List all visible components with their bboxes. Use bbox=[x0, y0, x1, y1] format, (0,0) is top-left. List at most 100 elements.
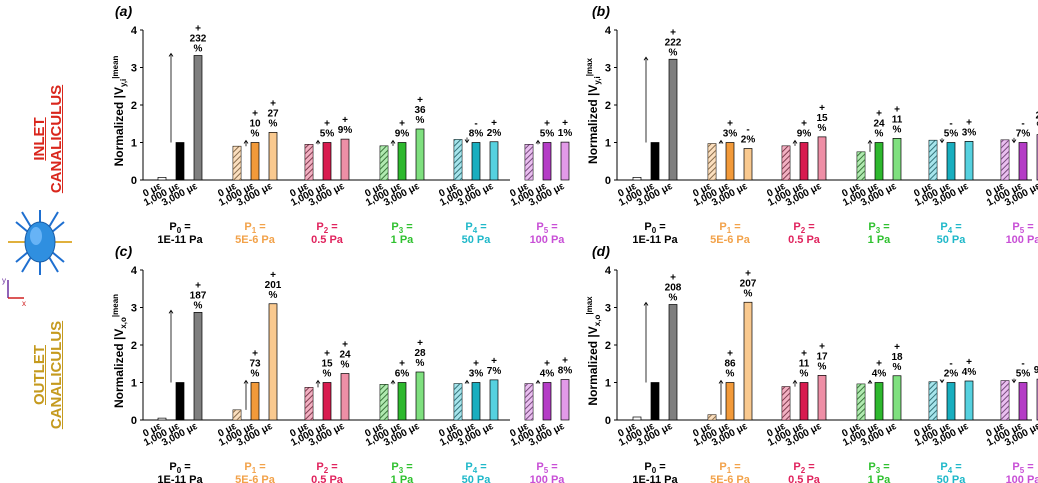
group-label: P1 = bbox=[244, 461, 265, 475]
bar-tint bbox=[233, 146, 241, 180]
change-label-2: % bbox=[269, 118, 278, 129]
bar bbox=[650, 142, 660, 181]
change-label: + bbox=[195, 24, 201, 35]
bar bbox=[157, 417, 167, 421]
bar bbox=[632, 177, 642, 181]
bar bbox=[874, 382, 884, 421]
change-label-sign: + bbox=[544, 119, 550, 130]
change-label-2-sign: + bbox=[491, 356, 497, 367]
group-label: P1 = bbox=[719, 461, 740, 475]
group-value: 100 Pa bbox=[530, 474, 566, 483]
change-label-2: % bbox=[818, 123, 827, 134]
y-tick-label: 0 bbox=[131, 415, 137, 427]
arrow-head bbox=[464, 139, 470, 144]
bar-tint bbox=[1001, 380, 1009, 420]
change-label-2: + bbox=[270, 98, 276, 109]
change-label-2: 2% bbox=[741, 135, 756, 146]
bar bbox=[799, 382, 809, 421]
change-label: % bbox=[669, 293, 678, 304]
change-label-sign: - bbox=[1021, 359, 1024, 370]
change-label-2: 21 bbox=[1035, 111, 1038, 122]
change-label-2: 36 bbox=[414, 105, 426, 116]
bar bbox=[193, 312, 203, 421]
bar bbox=[1018, 382, 1028, 421]
change-label-sign: + bbox=[801, 119, 807, 130]
bar-tint bbox=[782, 145, 790, 180]
change-label-2: % bbox=[893, 124, 902, 135]
change-label: + bbox=[324, 349, 330, 360]
bar bbox=[415, 371, 425, 421]
group-label: P5 = bbox=[1012, 221, 1033, 235]
group-value: 100 Pa bbox=[1006, 474, 1038, 483]
change-label-2: 9% bbox=[1034, 365, 1038, 376]
change-label: % bbox=[726, 369, 735, 380]
change-label-2: % bbox=[416, 115, 425, 126]
arrow-head bbox=[1011, 139, 1017, 144]
change-label-2: 11 bbox=[892, 114, 903, 125]
group-label: P5 = bbox=[1012, 461, 1033, 475]
change-label: % bbox=[669, 47, 678, 58]
change-label-2: 18 bbox=[891, 352, 903, 363]
y-tick-label: 4 bbox=[131, 265, 138, 277]
change-label: 4% bbox=[540, 369, 555, 380]
change-label-2-sign: + bbox=[562, 356, 568, 367]
y-tick-label: 2 bbox=[131, 100, 137, 112]
bar bbox=[1018, 142, 1028, 181]
group-value: 0.5 Pa bbox=[311, 234, 344, 246]
change-label: + bbox=[252, 349, 258, 360]
bar bbox=[946, 142, 956, 181]
group-label: P2 = bbox=[316, 461, 337, 475]
change-label-2: % bbox=[893, 362, 902, 373]
group-label: P3 = bbox=[868, 221, 889, 235]
change-label: % bbox=[323, 369, 332, 380]
bar-tint bbox=[929, 140, 937, 180]
change-label: 5% bbox=[540, 129, 555, 140]
arrow-head bbox=[643, 56, 649, 61]
change-label-sign: - bbox=[1021, 119, 1024, 130]
change-label: 3% bbox=[723, 129, 738, 140]
group-value: 1E-11 Pa bbox=[632, 234, 678, 246]
y-axis-title: Normalized |Vy,i|max bbox=[585, 57, 602, 164]
group-value: 50 Pa bbox=[462, 474, 492, 483]
bar-tint bbox=[708, 143, 716, 180]
y-tick-label: 3 bbox=[605, 303, 611, 315]
bar bbox=[668, 304, 678, 421]
arrow-head bbox=[168, 52, 174, 57]
change-label-2: 2% bbox=[487, 128, 502, 139]
bar bbox=[964, 141, 974, 181]
arrow-head bbox=[792, 139, 798, 144]
change-label-sign: + bbox=[727, 119, 733, 130]
bar-tint bbox=[233, 409, 241, 420]
group-value: 50 Pa bbox=[462, 234, 492, 246]
change-label: 2% bbox=[944, 369, 959, 380]
group-value: 1 Pa bbox=[391, 234, 415, 246]
group-value: 5E-6 Pa bbox=[710, 234, 751, 246]
cell-inset: y x bbox=[2, 210, 72, 308]
change-label-2: + bbox=[745, 268, 751, 279]
row-label-inlet-line2: CANALICULUS bbox=[48, 84, 65, 194]
y-tick-label: 2 bbox=[131, 340, 137, 352]
change-label: % bbox=[194, 300, 203, 311]
arrow-head bbox=[1011, 379, 1017, 384]
bar bbox=[175, 382, 185, 421]
y-tick-label: 0 bbox=[605, 415, 611, 427]
y-tick-label: 3 bbox=[131, 303, 137, 315]
bar bbox=[668, 58, 678, 181]
change-label: + bbox=[670, 273, 676, 284]
group-label: P3 = bbox=[868, 461, 889, 475]
group-label: P4 = bbox=[940, 461, 961, 475]
arrow-head bbox=[867, 139, 873, 144]
change-label: + bbox=[195, 280, 201, 291]
change-label-2: % bbox=[744, 288, 753, 299]
bar-tint bbox=[454, 383, 462, 420]
bar bbox=[799, 142, 809, 181]
bar bbox=[415, 128, 425, 181]
change-label-2-sign: + bbox=[342, 115, 348, 126]
change-label: 232 bbox=[190, 34, 207, 45]
y-axis-title: Normalized |Vx,o|mean bbox=[111, 294, 128, 408]
group-label: P0 = bbox=[169, 221, 190, 235]
arrow-head bbox=[243, 139, 249, 144]
y-tick-label: 1 bbox=[131, 138, 137, 150]
